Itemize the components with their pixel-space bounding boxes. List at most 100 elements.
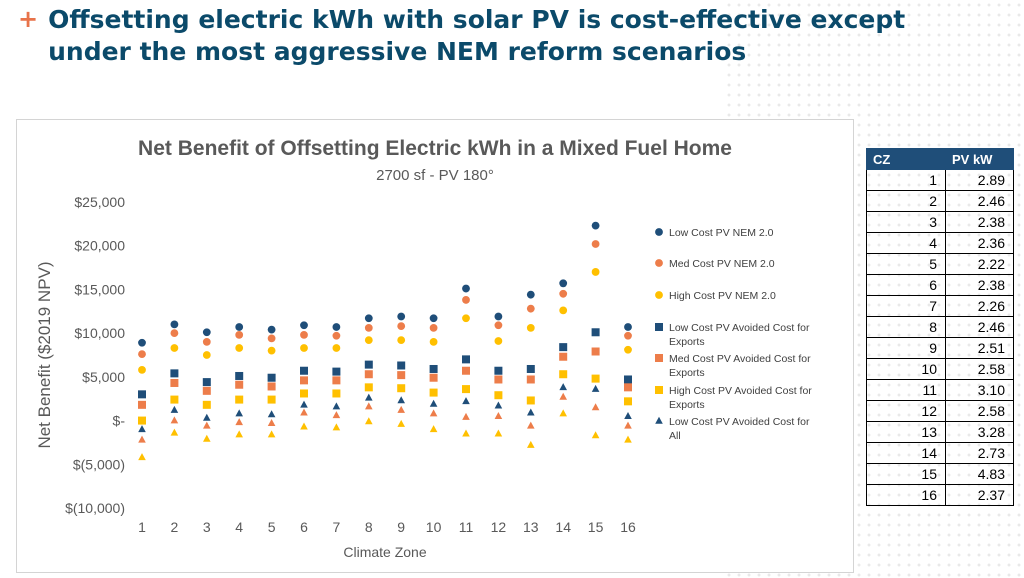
data-point-square xyxy=(235,395,244,404)
data-point-triangle xyxy=(332,402,341,410)
table-cell-pv-kw: 3.28 xyxy=(945,421,1014,443)
data-point-triangle xyxy=(559,409,567,417)
chart-title: Net Benefit of Offsetting Electric kWh i… xyxy=(138,137,732,160)
y-tick-label: $20,000 xyxy=(74,238,125,254)
data-point-triangle xyxy=(267,430,276,438)
data-point-circle xyxy=(494,321,503,330)
data-point-square xyxy=(591,347,600,356)
data-point-triangle xyxy=(429,399,438,407)
slide-title-text: Offsetting electric kWh with solar PV is… xyxy=(48,5,906,66)
data-point-circle xyxy=(138,338,146,347)
data-point-square xyxy=(138,390,146,399)
data-point-square xyxy=(591,374,600,383)
table-cell-cz: 2 xyxy=(866,190,946,212)
data-point-triangle xyxy=(300,408,308,416)
x-tick-label: 16 xyxy=(620,519,636,535)
x-tick-label: 5 xyxy=(268,519,276,535)
data-point-triangle xyxy=(365,417,373,425)
data-point-triangle xyxy=(591,431,600,439)
data-point-square xyxy=(332,389,341,398)
data-point-circle xyxy=(267,334,276,343)
table-cell-cz: 5 xyxy=(866,253,946,275)
data-point-circle xyxy=(591,268,600,276)
data-point-circle xyxy=(462,296,470,304)
data-point-circle xyxy=(300,330,308,339)
data-point-square xyxy=(624,383,632,392)
x-tick-label: 13 xyxy=(523,519,539,535)
data-point-square xyxy=(364,360,373,369)
legend-label-line: Low Cost PV NEM 2.0 xyxy=(669,227,774,239)
data-point-triangle xyxy=(397,396,405,404)
table-cell-cz: 15 xyxy=(866,463,946,485)
table-row: 9 2.51 xyxy=(866,337,1014,359)
legend-label-1: Low Cost PV NEM 2.0 xyxy=(669,227,774,239)
data-point-circle xyxy=(429,314,438,323)
legend-label-line: Low Cost PV Avoided Cost for xyxy=(669,416,810,428)
table-cell-cz: 8 xyxy=(866,316,946,338)
table-cell-pv-kw: 4.83 xyxy=(945,463,1014,485)
table-header-cz: CZ xyxy=(866,148,946,170)
data-point-circle xyxy=(591,240,600,248)
data-point-triangle xyxy=(624,421,632,429)
table-cell-cz: 4 xyxy=(866,232,946,254)
data-point-square xyxy=(494,375,503,384)
data-point-triangle xyxy=(365,393,373,401)
legend-label-line: Exports xyxy=(669,399,705,411)
data-point-circle xyxy=(397,322,406,331)
data-point-triangle xyxy=(429,409,438,417)
legend-label-line: Exports xyxy=(669,367,705,379)
data-point-triangle xyxy=(235,430,243,438)
data-point-triangle xyxy=(429,425,438,433)
data-point-triangle xyxy=(300,422,308,430)
data-point-circle xyxy=(300,344,308,352)
data-point-circle xyxy=(235,323,244,331)
table-cell-cz: 16 xyxy=(866,484,946,506)
y-tick-label: $25,000 xyxy=(74,194,125,210)
x-tick-label: 3 xyxy=(203,519,211,535)
y-tick-label: $10,000 xyxy=(74,325,125,341)
x-tick-label: 7 xyxy=(333,519,341,535)
data-point-triangle xyxy=(494,429,503,437)
data-point-triangle xyxy=(332,411,341,419)
data-point-square xyxy=(655,354,663,362)
data-point-square xyxy=(655,323,663,331)
table-cell-cz: 12 xyxy=(866,400,946,422)
table-row: 16 2.37 xyxy=(866,484,1014,506)
data-point-square xyxy=(429,373,438,382)
data-point-square xyxy=(397,371,406,380)
table-cell-cz: 14 xyxy=(866,442,946,464)
data-point-triangle xyxy=(655,416,663,424)
data-point-square xyxy=(494,366,503,375)
data-point-square xyxy=(267,373,276,382)
x-tick-label: 2 xyxy=(171,519,179,535)
data-point-square xyxy=(655,386,663,394)
y-tick-label: $(10,000) xyxy=(65,500,125,516)
data-point-circle xyxy=(655,228,663,236)
data-point-square xyxy=(559,370,568,379)
data-point-triangle xyxy=(462,429,470,437)
table-row: 4 2.36 xyxy=(866,232,1014,254)
data-point-triangle xyxy=(624,412,632,419)
data-point-triangle xyxy=(170,416,179,424)
table-cell-cz: 9 xyxy=(866,337,946,359)
data-point-square xyxy=(364,370,373,379)
data-point-circle xyxy=(364,336,373,345)
table-row: 13 3.28 xyxy=(866,421,1014,443)
legend-label-line: Low Cost PV Avoided Cost for xyxy=(669,322,810,334)
table-row: 10 2.58 xyxy=(866,358,1014,380)
data-point-square xyxy=(397,384,406,393)
data-point-triangle xyxy=(559,383,567,391)
table-cell-pv-kw: 2.46 xyxy=(945,190,1014,212)
table-body: 1 2.89 2 2.46 3 2.38 4 2.36 5 2.22 6 2.38 7 2.26 8 2.46… xyxy=(866,169,1014,506)
legend-label-4: Low Cost PV Avoided Cost for Exports xyxy=(669,322,810,348)
table-cell-pv-kw: 2.37 xyxy=(945,484,1014,506)
x-tick-label: 4 xyxy=(235,519,243,535)
table-cell-pv-kw: 2.38 xyxy=(945,211,1014,233)
data-point-circle xyxy=(300,321,308,330)
data-point-triangle xyxy=(138,425,146,433)
data-point-triangle xyxy=(591,384,600,392)
legend-label-6: High Cost PV Avoided Cost for Exports xyxy=(669,385,812,411)
table-row: 8 2.46 xyxy=(866,316,1014,338)
table-cell-pv-kw: 2.36 xyxy=(945,232,1014,254)
data-point-square xyxy=(138,416,146,425)
